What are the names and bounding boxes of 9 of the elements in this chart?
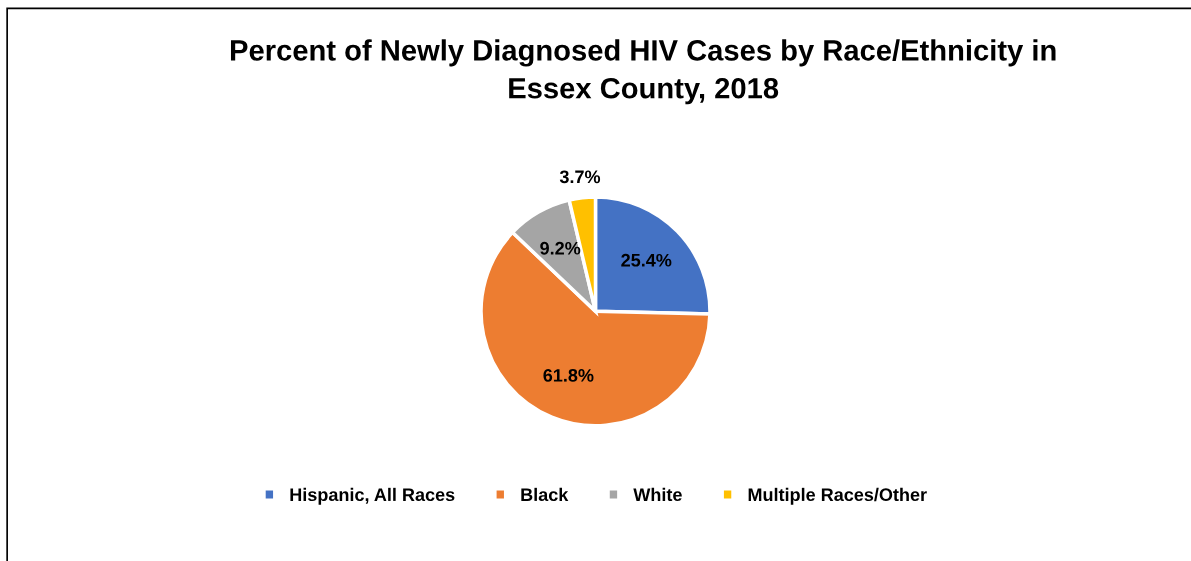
legend-label: White (633, 487, 682, 502)
data-label: 3.7% (559, 170, 601, 184)
legend-label: Multiple Races/Other (748, 487, 927, 505)
data-label: 9.2% (540, 241, 581, 255)
legend-label: Black (521, 487, 569, 502)
legend-label: Hispanic, All Races (290, 487, 455, 505)
data-label: 61.8% (543, 368, 594, 382)
data-label: 25.4% (621, 253, 672, 267)
chart-title: Percent of Newly Diagnosed HIV Cases by Race/Ethnicity in Essex County, 2018 (230, 39, 1056, 105)
